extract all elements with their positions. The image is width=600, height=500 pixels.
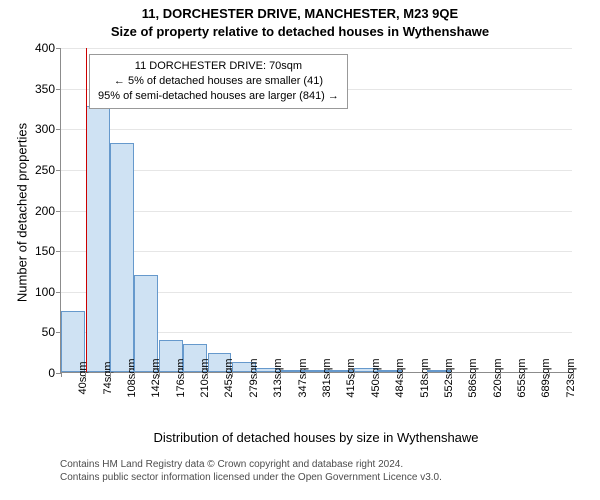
x-tick-mark (573, 372, 574, 377)
x-tick-mark (134, 372, 135, 377)
x-tick-mark (159, 372, 160, 377)
x-tick-label: 381sqm (321, 358, 333, 397)
x-tick-mark (524, 372, 525, 377)
property-marker-line (86, 48, 87, 372)
footer-text: Contains HM Land Registry data © Crown c… (60, 458, 572, 484)
y-tick-mark (56, 211, 61, 212)
y-tick-mark (56, 292, 61, 293)
annotation-line2: ← 5% of detached houses are smaller (41) (98, 74, 339, 89)
x-tick-label: 279sqm (248, 358, 260, 397)
y-tick-label: 250 (35, 163, 55, 177)
annotation-box: 11 DORCHESTER DRIVE: 70sqm← 5% of detach… (89, 54, 348, 109)
y-tick-label: 0 (48, 366, 55, 380)
x-tick-label: 620sqm (492, 358, 504, 397)
x-tick-mark (61, 372, 62, 377)
y-tick-label: 350 (35, 82, 55, 96)
gridline (61, 170, 572, 171)
y-tick-mark (56, 170, 61, 171)
x-tick-mark (329, 372, 330, 377)
y-tick-mark (56, 129, 61, 130)
x-tick-label: 655sqm (516, 358, 528, 397)
x-tick-label: 313sqm (272, 358, 284, 397)
y-tick-label: 50 (42, 325, 55, 339)
y-tick-label: 400 (35, 41, 55, 55)
y-tick-label: 100 (35, 285, 55, 299)
x-tick-label: 518sqm (419, 358, 431, 397)
x-tick-mark (207, 372, 208, 377)
x-tick-mark (475, 372, 476, 377)
footer-line2: Contains public sector information licen… (60, 471, 572, 484)
x-tick-label: 552sqm (443, 358, 455, 397)
x-axis-label: Distribution of detached houses by size … (60, 430, 572, 445)
y-tick-label: 150 (35, 244, 55, 258)
y-axis-label: Number of detached properties (15, 113, 30, 313)
x-tick-label: 484sqm (394, 358, 406, 397)
x-tick-label: 586sqm (467, 358, 479, 397)
x-tick-label: 689sqm (540, 358, 552, 397)
x-tick-mark (305, 372, 306, 377)
gridline (61, 211, 572, 212)
chart-title-line2: Size of property relative to detached ho… (0, 24, 600, 39)
histogram-bar (86, 106, 110, 373)
x-tick-mark (256, 372, 257, 377)
x-tick-mark (427, 372, 428, 377)
gridline (61, 251, 572, 252)
x-tick-mark (549, 372, 550, 377)
annotation-line1: 11 DORCHESTER DRIVE: 70sqm (98, 59, 339, 74)
histogram-chart: 11, DORCHESTER DRIVE, MANCHESTER, M23 9Q… (0, 0, 600, 500)
x-tick-mark (280, 372, 281, 377)
annotation-line3: 95% of semi-detached houses are larger (… (98, 89, 339, 104)
y-tick-label: 300 (35, 122, 55, 136)
gridline (61, 48, 572, 49)
plot-area: 05010015020025030035040040sqm74sqm108sqm… (60, 48, 572, 373)
x-tick-mark (183, 372, 184, 377)
histogram-bar (134, 275, 158, 373)
gridline (61, 129, 572, 130)
y-tick-mark (56, 89, 61, 90)
histogram-bar (110, 143, 134, 372)
y-tick-mark (56, 251, 61, 252)
x-tick-mark (354, 372, 355, 377)
chart-title-line1: 11, DORCHESTER DRIVE, MANCHESTER, M23 9Q… (0, 6, 600, 21)
x-tick-label: 347sqm (297, 358, 309, 397)
x-tick-mark (110, 372, 111, 377)
y-tick-mark (56, 48, 61, 49)
x-tick-mark (451, 372, 452, 377)
x-tick-mark (500, 372, 501, 377)
x-tick-mark (232, 372, 233, 377)
x-tick-label: 723sqm (565, 358, 577, 397)
x-tick-label: 415sqm (345, 358, 357, 397)
footer-line1: Contains HM Land Registry data © Crown c… (60, 458, 572, 471)
y-tick-label: 200 (35, 204, 55, 218)
x-tick-mark (378, 372, 379, 377)
x-tick-label: 450sqm (370, 358, 382, 397)
x-tick-mark (402, 372, 403, 377)
x-tick-mark (85, 372, 86, 377)
